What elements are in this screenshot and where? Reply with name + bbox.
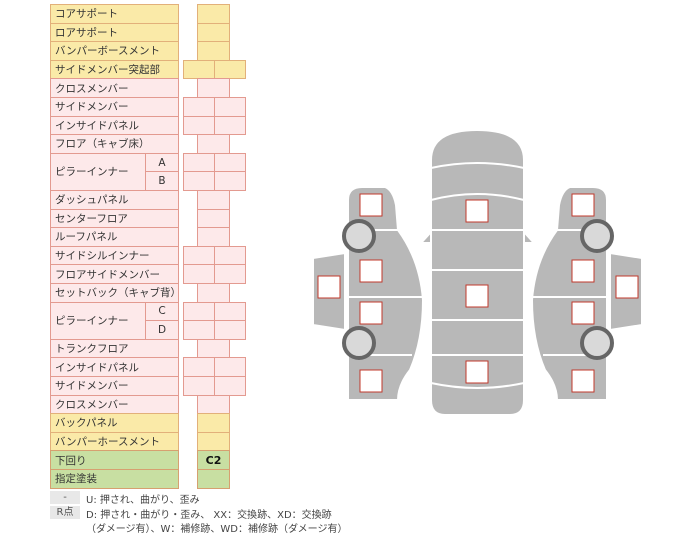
- damage-marker[interactable]: [615, 275, 639, 299]
- damage-marker[interactable]: [571, 301, 595, 325]
- damage-marker[interactable]: [359, 193, 383, 217]
- damage-marker[interactable]: [571, 193, 595, 217]
- row-label: バックパネル: [50, 413, 179, 433]
- row-label: インサイドパネル: [50, 115, 179, 136]
- wheel-icon: [342, 219, 376, 253]
- row-label: クロスメンバー: [50, 394, 179, 415]
- value-cell[interactable]: [214, 264, 246, 284]
- value-cell[interactable]: [214, 59, 246, 80]
- value-cell[interactable]: [197, 469, 230, 489]
- damage-marker[interactable]: [359, 301, 383, 325]
- left-triangle: [418, 229, 432, 244]
- row-label: ピラーインナー: [50, 301, 146, 340]
- damage-marker[interactable]: [465, 284, 489, 308]
- value-cell[interactable]: [214, 171, 246, 191]
- row-label: 指定塗装: [50, 469, 179, 489]
- row-label: サイドメンバー突起部: [50, 59, 179, 80]
- legend-text-d: D: 押され・曲がり・歪み、 XX：交換跡、XD：交換跡: [86, 510, 332, 521]
- value-cell[interactable]: [214, 376, 246, 396]
- row-label: ピラーインナー: [50, 152, 146, 191]
- value-cell[interactable]: [214, 115, 246, 136]
- damage-marker[interactable]: [465, 199, 489, 223]
- damage-marker[interactable]: [571, 259, 595, 283]
- damage-marker[interactable]: [465, 360, 489, 384]
- row-label: バンパーボースメント: [50, 41, 179, 61]
- row-label: サイドメンバー: [50, 97, 179, 117]
- damage-marker[interactable]: [571, 369, 595, 393]
- row-label: フロアサイドメンバー: [50, 264, 179, 284]
- row-label: クロスメンバー: [50, 78, 179, 98]
- row-label: サイドシルインナー: [50, 245, 179, 266]
- right-triangle: [523, 229, 537, 244]
- wheel-icon: [580, 219, 614, 253]
- damage-marker[interactable]: [317, 275, 341, 299]
- legend-text-u: U: 押され、曲がり、歪み: [86, 495, 200, 506]
- wheel-icon: [580, 326, 614, 360]
- legend-key-dash: -: [50, 491, 80, 504]
- legend-text-w: （ダメージ有）、W：補修跡、WD：補修跡（ダメージ有）: [86, 524, 348, 535]
- row-sublabel: C: [145, 301, 179, 322]
- legend-key-r: R点: [50, 506, 80, 519]
- damage-marker[interactable]: [359, 259, 383, 283]
- row-sublabel: A: [145, 152, 179, 173]
- wheel-icon: [342, 326, 376, 360]
- damage-marker[interactable]: [359, 369, 383, 393]
- row-label: センターフロア: [50, 208, 179, 229]
- right-body: [530, 229, 608, 401]
- row-label: バンパーホースメント: [50, 431, 179, 452]
- left-body: [347, 229, 425, 401]
- value-cell[interactable]: [214, 320, 246, 340]
- value-cell[interactable]: C2: [197, 450, 230, 470]
- row-label: フロア（キャブ床）: [50, 134, 179, 154]
- car-top-body: [430, 128, 525, 416]
